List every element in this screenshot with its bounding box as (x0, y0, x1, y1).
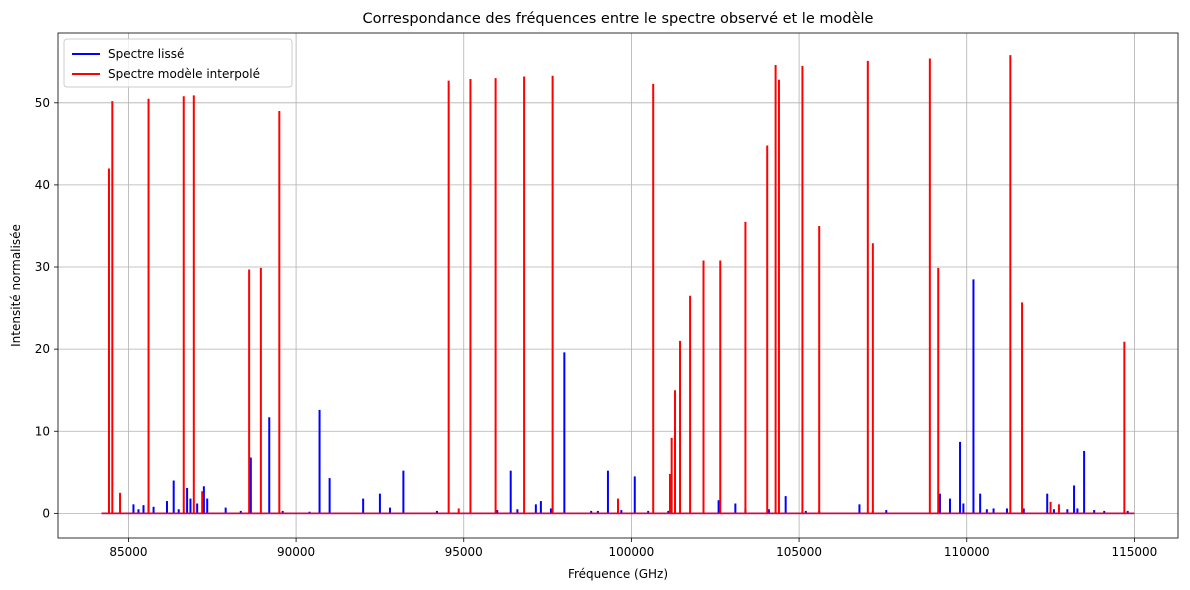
legend-box (63, 38, 293, 88)
y-tick-label: 0 (42, 506, 50, 520)
plot-frame (57, 32, 1179, 539)
x-tick-label: 85000 (109, 545, 147, 559)
legend-label-observed: Spectre lissé (108, 47, 184, 61)
y-tick-label: 20 (35, 342, 50, 356)
legend-label-model: Spectre modèle interpolé (108, 67, 260, 81)
x-tick-label: 115000 (1112, 545, 1158, 559)
chart-title: Correspondance des fréquences entre le s… (363, 11, 874, 27)
data-series (101, 55, 1135, 515)
y-axis-ticks: 0 10 20 30 40 50 (35, 96, 58, 520)
x-tick-label: 100000 (609, 545, 655, 559)
y-tick-label: 30 (35, 260, 50, 274)
y-tick-label: 40 (35, 178, 50, 192)
x-axis-ticks: 85000 90000 95000 100000 105000 110000 115000 (109, 538, 1157, 559)
x-tick-label: 105000 (776, 545, 822, 559)
x-axis-label: Fréquence (GHz) (568, 567, 668, 581)
legend: Spectre lissé Spectre modèle interpolé (63, 38, 293, 88)
grid (58, 33, 1178, 538)
y-axis-label: Intensité normalisée (9, 224, 23, 347)
y-tick-label: 50 (35, 96, 50, 110)
x-tick-label: 90000 (277, 545, 315, 559)
y-tick-label: 10 (35, 424, 50, 438)
x-tick-label: 95000 (445, 545, 483, 559)
x-tick-label: 110000 (944, 545, 990, 559)
